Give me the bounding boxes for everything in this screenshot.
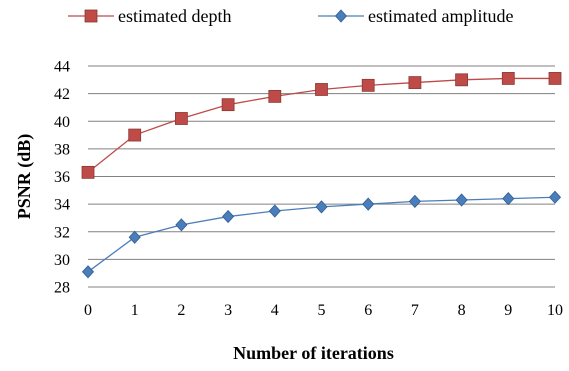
data-point [315, 200, 328, 214]
x-tick-label: 1 [131, 302, 139, 319]
x-axis-tick-labels: 0 1 2 3 4 5 6 7 8 9 10 [84, 302, 563, 319]
series-group [81, 72, 562, 279]
data-point [221, 98, 235, 112]
legend-item-0: estimated depth [68, 6, 231, 26]
x-tick-label: 0 [84, 302, 92, 319]
data-point [548, 190, 562, 204]
legend-marker [334, 9, 348, 23]
data-point [268, 204, 281, 218]
x-axis-title: Number of iterations [233, 343, 394, 363]
data-point [455, 193, 468, 207]
legend-marker [84, 9, 98, 23]
y-tick-label: 34 [54, 197, 70, 214]
series-1 [81, 190, 562, 279]
x-tick-label: 8 [458, 302, 466, 319]
x-tick-label: 5 [318, 302, 326, 319]
y-tick-label: 30 [54, 252, 70, 269]
x-tick-label: 4 [271, 302, 279, 319]
x-tick-label: 6 [364, 302, 372, 319]
x-tick-label: 9 [504, 302, 512, 319]
x-tick-label: 10 [547, 302, 563, 319]
data-point [548, 72, 562, 85]
data-point [268, 89, 282, 103]
y-tick-label: 32 [54, 224, 70, 241]
x-tick-label: 2 [177, 302, 185, 319]
data-point [315, 83, 328, 96]
gridlines [88, 65, 555, 288]
x-tick-label: 3 [224, 302, 232, 319]
y-tick-label: 28 [54, 280, 70, 297]
data-point [128, 128, 142, 142]
y-tick-label: 38 [54, 141, 70, 158]
x-tick-label: 7 [411, 302, 419, 319]
data-point [408, 194, 421, 208]
legend: estimated depth estimated amplitude [68, 6, 513, 26]
series-0 [81, 72, 562, 179]
legend-label: estimated amplitude [368, 6, 513, 26]
y-tick-label: 36 [54, 169, 70, 186]
legend-item-1: estimated amplitude [318, 6, 513, 26]
data-point [455, 73, 469, 87]
data-point [362, 197, 375, 211]
y-tick-label: 42 [54, 86, 70, 103]
y-axis-tick-labels: 28 30 32 34 36 38 40 42 44 [54, 59, 70, 297]
y-tick-label: 44 [54, 59, 70, 76]
data-point [128, 230, 141, 244]
data-point [174, 112, 188, 125]
data-point [501, 72, 515, 85]
data-point [361, 78, 375, 92]
data-point [222, 209, 235, 224]
data-point [502, 192, 515, 206]
data-point [81, 265, 95, 279]
data-point [175, 218, 188, 232]
y-tick-label: 40 [54, 114, 70, 131]
legend-label: estimated depth [118, 6, 231, 26]
data-point [408, 76, 422, 89]
data-point [81, 165, 95, 179]
y-axis-title: PSNR (dB) [14, 134, 35, 220]
